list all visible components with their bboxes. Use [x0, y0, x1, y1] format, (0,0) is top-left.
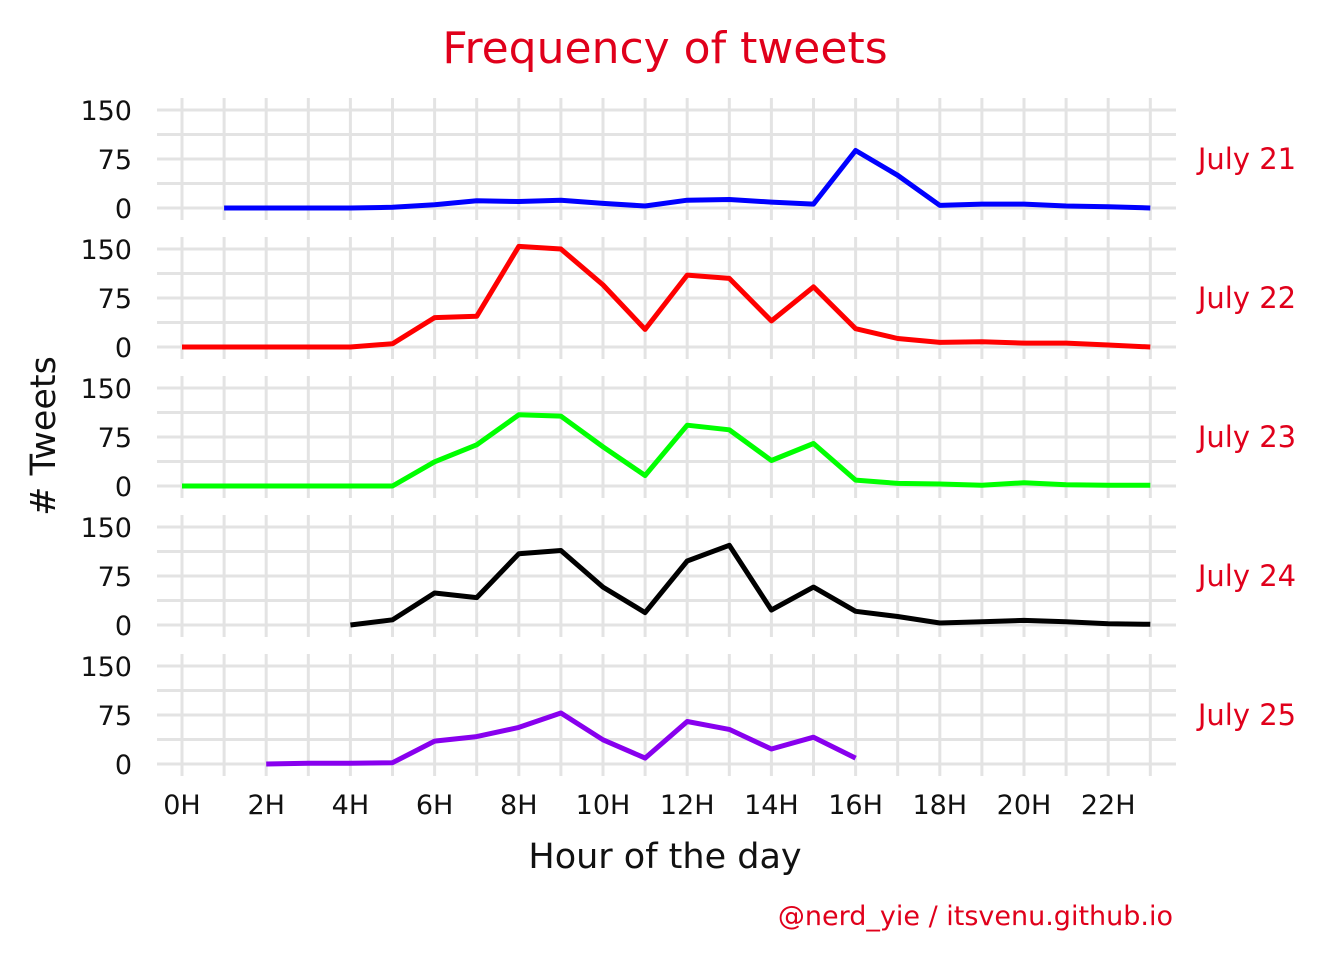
y-tick-label: 75 — [98, 423, 132, 454]
y-tick-label: 150 — [80, 513, 132, 544]
y-tick-label: 0 — [115, 194, 132, 225]
y-tick-label: 0 — [115, 333, 132, 364]
x-axis-title: Hour of the day — [528, 837, 801, 877]
y-tick-label: 150 — [80, 96, 132, 127]
x-tick-label: 16H — [828, 790, 883, 821]
facet-strip-label: July 22 — [1196, 281, 1296, 315]
series-line — [182, 412, 1151, 489]
y-axis-title: # Tweets — [24, 356, 64, 516]
x-tick-label: 2H — [247, 790, 284, 821]
y-tick-label: 150 — [80, 652, 132, 683]
series-line — [182, 243, 1151, 350]
y-tick-label: 150 — [80, 374, 132, 405]
y-tick-label: 150 — [80, 235, 132, 266]
facet-strip-label: July 24 — [1196, 559, 1296, 593]
x-tick-label: 8H — [500, 790, 537, 821]
y-tick-label: 75 — [98, 701, 132, 732]
x-tick-label: 18H — [912, 790, 967, 821]
x-tick-label: 6H — [416, 790, 453, 821]
facet-strip-label: July 23 — [1196, 420, 1296, 454]
facet-panel: 0 75 150 July 22 — [80, 235, 1296, 364]
y-tick-label: 75 — [98, 145, 132, 176]
x-tick-label: 4H — [332, 790, 369, 821]
chart-caption: @nerd_yie / itsvenu.github.io — [778, 901, 1173, 932]
y-tick-label: 0 — [115, 472, 132, 503]
y-tick-label: 0 — [115, 611, 132, 642]
x-axis-ticks: 0H 2H 4H 6H 8H 10H 12H 14H 16H 18H 20H 22H — [163, 790, 1135, 821]
x-tick-label: 0H — [163, 790, 200, 821]
facet-panel: 0 75 150 July 21 — [80, 96, 1296, 225]
x-tick-label: 20H — [997, 790, 1052, 821]
facet-panel: 0 75 150 July 25 — [80, 652, 1296, 781]
facet-strip-label: July 25 — [1196, 698, 1296, 732]
y-tick-label: 75 — [98, 562, 132, 593]
facet-panel: 0 75 150 July 23 — [80, 374, 1296, 503]
x-tick-label: 10H — [576, 790, 631, 821]
facet-panel: 0 75 150 July 24 — [80, 513, 1296, 642]
series-line — [350, 542, 1151, 628]
chart-title: Frequency of tweets — [442, 23, 887, 74]
x-tick-label: 14H — [744, 790, 799, 821]
y-tick-label: 0 — [115, 750, 132, 781]
series-line — [266, 710, 857, 767]
series-line — [224, 148, 1151, 211]
facet-strip-label: July 21 — [1196, 142, 1296, 176]
y-tick-label: 75 — [98, 284, 132, 315]
x-tick-label: 22H — [1081, 790, 1136, 821]
x-tick-label: 12H — [660, 790, 715, 821]
